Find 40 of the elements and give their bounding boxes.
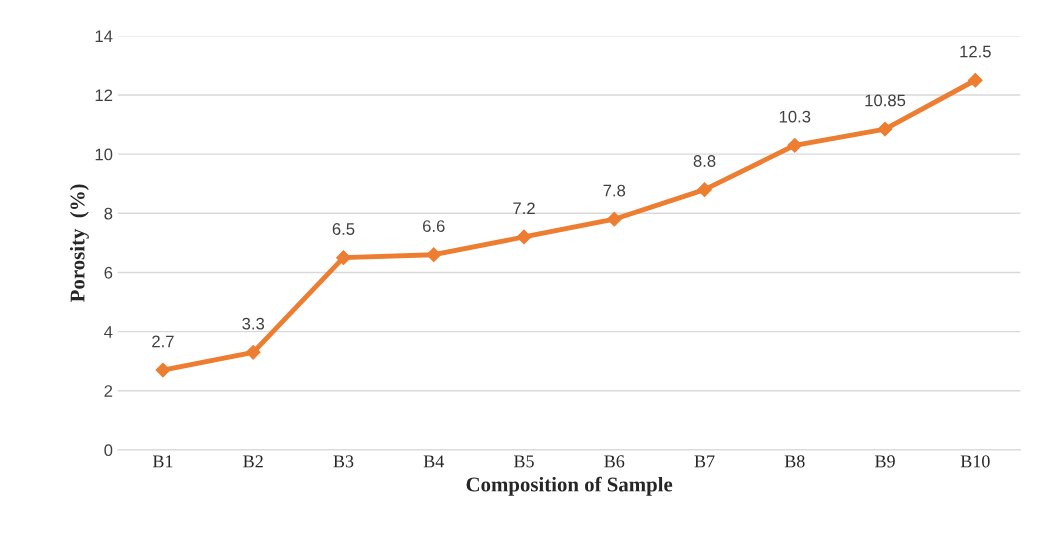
x-tick-label: B4 [423,455,444,468]
y-tick-label: 4 [104,326,113,338]
point [516,229,532,245]
y-tick-label: 6 [104,266,113,279]
x-tick-label: B6 [604,455,625,468]
data-label: 6.5 [332,223,355,235]
x-tick-label: B9 [875,455,895,468]
x-tick-label: B3 [333,455,354,468]
x-tick-label: B1 [152,455,173,468]
point [336,250,351,266]
point [877,121,893,137]
y-tick-label: 10 [95,148,113,161]
x-tick-label: B8 [784,455,805,468]
point [697,182,712,198]
x-tick-label: B2 [243,455,263,468]
data-label: 7.8 [603,184,626,197]
data-label: 2.7 [152,335,174,348]
point [155,362,171,378]
x-tick-label: B10 [960,455,990,468]
point [787,137,803,153]
data-label: 8.8 [693,155,716,167]
point [967,72,983,88]
y-tick-label: 12 [95,89,113,102]
y-tick-label: 14 [95,30,113,42]
y-tick-label: 2 [104,385,113,397]
data-label: 7.2 [513,202,535,215]
point [245,344,261,360]
point [426,247,442,263]
y-tick-label: 0 [104,444,113,457]
x-axis-title: Composition of Sample [466,476,673,496]
point [606,211,622,227]
x-tick-label: B5 [513,455,534,468]
data-label: 6.6 [423,220,445,232]
data-label: 10.85 [865,94,906,107]
y-axis-title: Porosity (%) [69,184,89,302]
data-label: 3.3 [242,317,265,330]
x-tick-label: B7 [694,455,715,468]
data-label: 10.3 [779,110,811,123]
y-tick-label: 8 [104,207,113,220]
data-label: 12.5 [960,45,991,58]
